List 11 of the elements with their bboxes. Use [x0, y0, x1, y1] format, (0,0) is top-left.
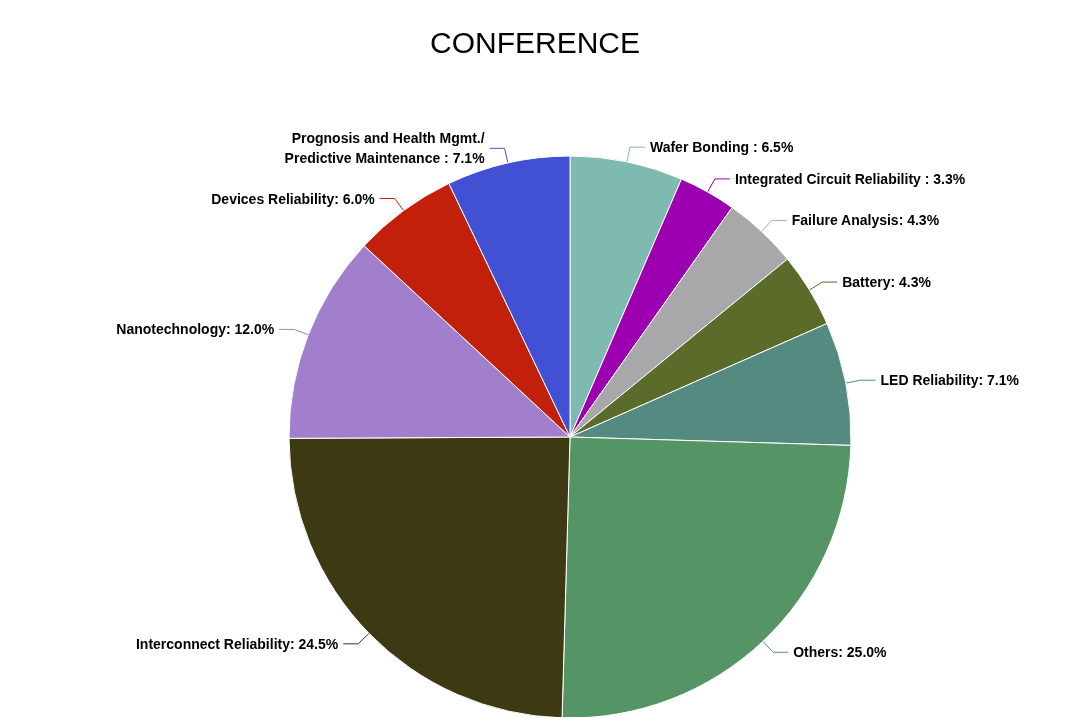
- slice-label: Integrated Circuit Reliability : 3.3%: [734, 170, 966, 187]
- slice-label: Wafer Bonding : 6.5%: [649, 139, 794, 156]
- slice-label: Devices Reliability: 6.0%: [211, 190, 376, 207]
- slice-label: LED Reliability: 7.1%: [880, 372, 1020, 389]
- slice-label: Interconnect Reliability: 24.5%: [135, 635, 339, 652]
- slice-label: Others: 25.0%: [793, 644, 888, 661]
- slice-label: Nanotechnology: 12.0%: [116, 321, 275, 338]
- slice-label: Battery: 4.3%: [842, 274, 932, 291]
- slice-label: Failure Analysis: 4.3%: [791, 212, 940, 229]
- slice-label: Prognosis and Health Mgmt./ Predictive Maintenance : 7.1%: [284, 130, 486, 167]
- chart-title: CONFERENCE: [429, 25, 641, 59]
